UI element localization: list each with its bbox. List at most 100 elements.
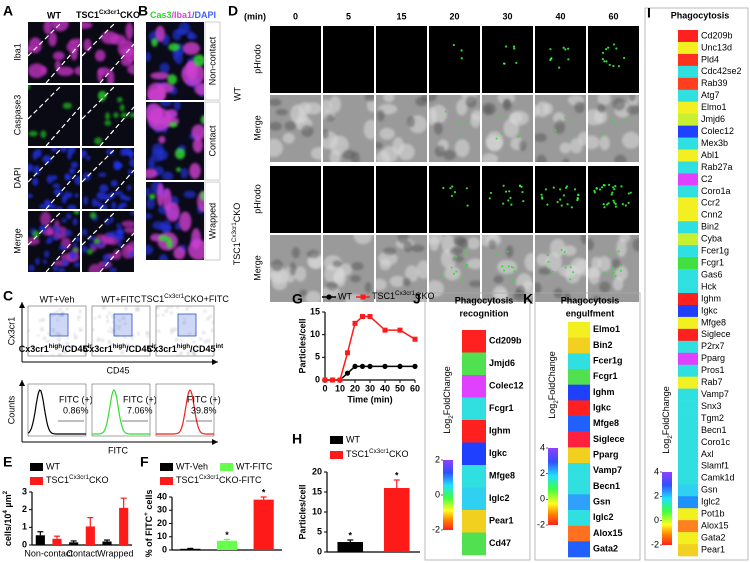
image-blob bbox=[162, 224, 172, 233]
marker bbox=[360, 314, 365, 320]
image-blob bbox=[364, 282, 372, 293]
image-blob bbox=[599, 281, 611, 293]
heatmap-cell bbox=[678, 508, 698, 521]
pHrodo-dot bbox=[513, 270, 516, 273]
image-blob bbox=[104, 120, 112, 126]
image-blob bbox=[410, 244, 425, 253]
pHrodo-dot bbox=[513, 47, 516, 50]
heatmap-cell bbox=[568, 384, 590, 401]
image-blob bbox=[332, 260, 343, 268]
image-blob bbox=[597, 256, 612, 272]
arrow-head bbox=[212, 439, 218, 445]
heatmap-cell bbox=[678, 484, 698, 497]
image-blob bbox=[616, 238, 627, 258]
image-blob bbox=[294, 266, 307, 282]
image-blob bbox=[73, 261, 80, 268]
image-blob bbox=[187, 353, 190, 356]
image-blob bbox=[366, 97, 374, 113]
image-blob bbox=[127, 64, 134, 75]
column-label: TSC1Cx3cr1CKO bbox=[76, 9, 140, 20]
heatmap-cell bbox=[678, 532, 698, 545]
image-blob bbox=[580, 235, 586, 245]
gene-label: Colec12 bbox=[701, 126, 734, 136]
image-blob bbox=[126, 184, 132, 191]
pHrodo-dot bbox=[452, 43, 455, 47]
pHrodo-dot bbox=[615, 47, 618, 50]
heatmap-cell bbox=[678, 496, 698, 509]
image-blob bbox=[289, 262, 296, 276]
legend-swatch bbox=[160, 477, 173, 485]
image-blob bbox=[82, 22, 93, 29]
gene-label: Pot1b bbox=[701, 509, 725, 519]
image-blob bbox=[73, 333, 76, 335]
micrograph bbox=[429, 26, 480, 93]
image-blob bbox=[101, 339, 104, 342]
heatmap-cell bbox=[568, 494, 590, 511]
image-blob bbox=[433, 122, 443, 135]
image-blob bbox=[122, 316, 125, 320]
image-blob bbox=[112, 328, 115, 331]
pHrodo-dot bbox=[562, 194, 565, 197]
pHrodo-dot bbox=[564, 266, 567, 269]
image-blob bbox=[28, 130, 38, 137]
pHrodo-dot bbox=[612, 271, 615, 274]
image-blob bbox=[44, 250, 50, 258]
pHrodo-dot bbox=[612, 186, 615, 189]
image-blob bbox=[83, 352, 86, 355]
gate-label: FITC (+) bbox=[123, 394, 157, 404]
image-background bbox=[376, 166, 427, 233]
pHrodo-dot bbox=[449, 187, 452, 190]
text-part: µm bbox=[3, 494, 13, 510]
pHrodo-dot bbox=[570, 134, 573, 137]
legend-swatch bbox=[330, 436, 343, 444]
pHrodo-dot bbox=[510, 265, 513, 268]
gene-label: Alox15 bbox=[593, 528, 623, 538]
image-blob bbox=[363, 119, 374, 140]
image-blob bbox=[69, 38, 80, 45]
image-blob bbox=[89, 242, 97, 248]
significance-mark: * bbox=[225, 530, 229, 540]
gene-label: Igkc bbox=[489, 448, 507, 458]
image-blob bbox=[378, 251, 398, 266]
image-blob bbox=[146, 168, 158, 179]
gate-value: 0.86% bbox=[63, 405, 89, 415]
image-blob bbox=[77, 318, 80, 321]
marker bbox=[412, 336, 418, 342]
pHrodo-dot bbox=[614, 205, 618, 208]
gene-label: Siglece bbox=[701, 329, 731, 339]
gene-label: Coro1a bbox=[701, 186, 731, 196]
image-blob bbox=[152, 221, 165, 230]
pHrodo-dot bbox=[564, 48, 567, 51]
bar bbox=[85, 526, 95, 545]
micrograph bbox=[588, 95, 639, 162]
y-tick-label: 3 bbox=[22, 486, 27, 496]
pHrodo-dot bbox=[558, 66, 561, 69]
text-part: TSC1 bbox=[232, 242, 242, 265]
x-tick-label: 60 bbox=[410, 383, 420, 393]
pHrodo-dot bbox=[544, 188, 547, 191]
pHrodo-dot bbox=[512, 45, 516, 48]
pHrodo-dot bbox=[610, 272, 613, 275]
pHrodo-dot bbox=[617, 65, 621, 68]
image-blob bbox=[632, 238, 639, 252]
text-part: Cx3cr1 bbox=[164, 293, 184, 300]
pHrodo-dot bbox=[603, 60, 606, 63]
plot-frame bbox=[155, 305, 215, 357]
pHrodo-dot bbox=[522, 199, 525, 203]
panel-letter: J bbox=[413, 291, 421, 307]
panel-title: Phagocytosis bbox=[455, 295, 514, 305]
gene-label: Pld4 bbox=[701, 54, 719, 64]
pHrodo-dot bbox=[504, 45, 508, 48]
image-blob bbox=[505, 245, 514, 258]
pHrodo-dot bbox=[601, 57, 604, 61]
axis-label: Cx3cr1 bbox=[6, 317, 16, 346]
pHrodo-dot bbox=[577, 194, 580, 197]
heatmap-cell bbox=[678, 257, 698, 270]
image-blob bbox=[329, 95, 341, 113]
bar bbox=[102, 541, 112, 545]
text-part: FoldChange bbox=[442, 366, 452, 415]
text-part: Log bbox=[442, 419, 452, 434]
image-blob bbox=[43, 22, 53, 35]
pHrodo-dot bbox=[495, 254, 498, 257]
gene-label: Ccr2 bbox=[701, 198, 720, 208]
